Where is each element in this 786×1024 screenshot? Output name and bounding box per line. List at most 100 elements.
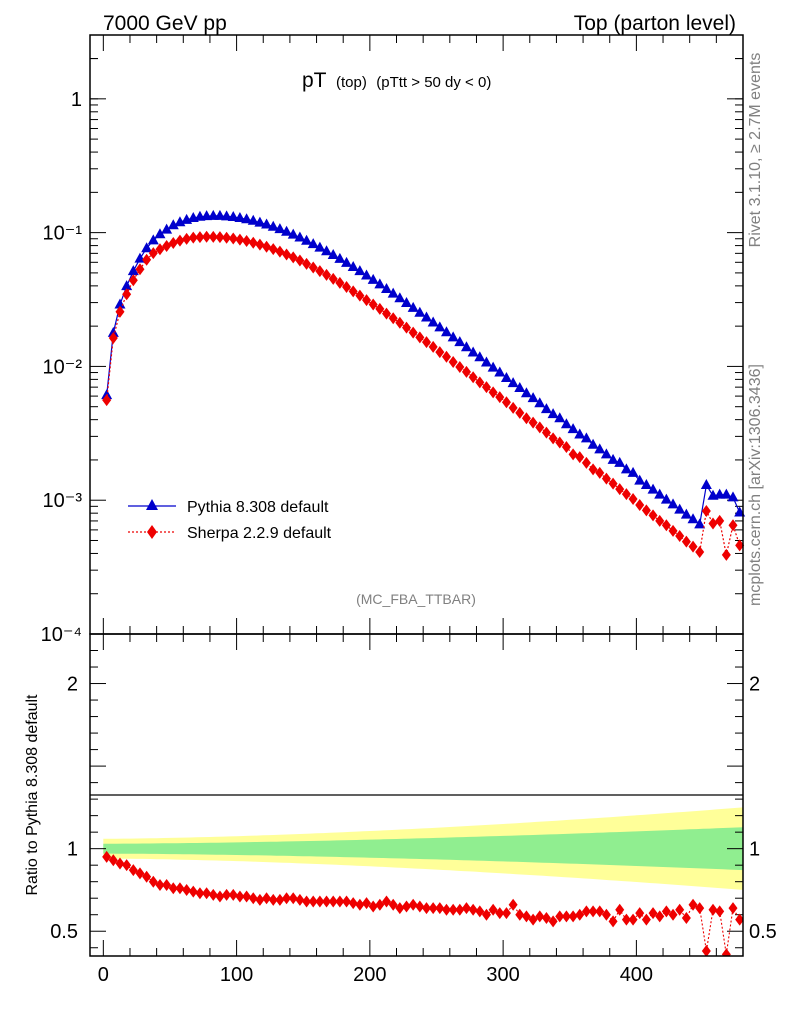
sherpa-point [668,524,678,537]
pythia-point [301,234,313,245]
pythia-point [494,366,506,377]
ratio-sherpa-point [621,913,631,926]
ratio-sherpa-point [568,910,578,923]
ratio-sherpa-point [188,885,198,898]
main-y-tick-label: 10⁻⁴ [41,624,82,646]
ratio-sherpa-point [268,893,278,906]
sherpa-point [322,268,332,281]
ratio-sherpa-point [215,890,225,903]
title-main: pT [302,69,327,92]
ratio-sherpa-point [575,908,585,921]
ratio-sherpa-point [328,895,338,908]
plot-title: pT (top) (pTtt > 50 dy < 0) [302,69,491,92]
pythia-point [427,316,439,327]
sherpa-point [108,332,118,345]
sherpa-point [275,245,285,258]
pythia-point [647,483,659,494]
pythia-point [480,356,492,367]
sherpa-point [348,285,358,298]
ratio-sherpa-point [735,913,743,926]
ratio-sherpa-point [535,910,545,923]
pythia-point [420,311,432,322]
sherpa-point [228,232,238,245]
sherpa-point [495,391,505,404]
main-y-tick-label: 10⁻³ [43,490,83,512]
ratio-sherpa-point [615,903,625,916]
pythia-point [407,301,419,312]
ratio-sherpa-point [595,905,605,918]
ratio-sherpa-point [362,897,372,910]
legend-pythia-label: Pythia 8.308 default [187,499,329,516]
pythia-point [574,428,586,439]
x-tick-label: 0 [98,964,109,986]
ratio-sherpa-point [448,903,458,916]
sherpa-point [481,381,491,394]
ratio-sherpa-point [455,903,465,916]
pythia-point [534,397,546,408]
rivet-version-label: Rivet 3.1.10, ≥ 2.7M events [747,53,764,248]
sherpa-point [608,477,618,490]
ratio-sherpa-point [335,895,345,908]
ratio-points [102,850,743,956]
ratio-sherpa-point [108,854,118,867]
sherpa-point [362,294,372,307]
pythia-point [401,296,413,307]
sherpa-point [402,321,412,334]
ratio-sherpa-point [661,905,671,918]
ratio-sherpa-point [668,908,678,921]
pythia-point [227,211,239,222]
sherpa-point [621,488,631,501]
ratio-sherpa-point [435,902,445,915]
ratio-sherpa-point [628,913,638,926]
sherpa-point [455,361,465,374]
ratio-y-tick-label-right: 2 [749,674,760,696]
x-tick-label: 200 [353,964,386,986]
legend-pythia-marker [146,499,158,510]
mcplots-reference-label: mcplots.cern.ch [arXiv:1306.3436] [747,364,764,606]
ratio-sherpa-point [488,903,498,916]
sherpa-point [222,231,232,244]
sherpa-point [155,243,165,256]
sherpa-point [435,346,445,359]
sherpa-point [501,396,511,409]
sherpa-point [595,466,605,479]
ratio-sherpa-point [421,902,431,915]
sherpa-point [715,514,725,527]
ratio-sherpa-point [728,902,738,915]
ratio-sherpa-point [555,910,565,923]
ratio-sherpa-point [342,895,352,908]
ratio-y-tick-label-right: 0.5 [749,921,777,943]
sherpa-point [661,519,671,532]
ratio-sherpa-point [402,900,412,913]
pythia-point [500,371,512,382]
legend-sherpa-marker [147,525,157,539]
ratio-panel: 0.5 0.5 1 1 2 2 0 100 200 300 400 [50,633,777,986]
series-line-pythia [106,215,741,526]
ratio-sherpa-point [195,887,205,900]
pythia-point [514,381,526,392]
sherpa-point [515,406,525,419]
ratio-sherpa-point [155,878,165,891]
pythia-point [241,213,253,224]
pythia-point [281,225,293,236]
ratio-sherpa-point [308,895,318,908]
sherpa-point [575,451,585,464]
pythia-point [554,412,566,423]
pythia-point [607,453,619,464]
sherpa-point [675,530,685,543]
sherpa-point [268,243,278,256]
sherpa-point [615,483,625,496]
pythia-point [334,252,346,263]
sherpa-point [188,231,198,244]
pythia-point [674,503,686,514]
sherpa-point [335,276,345,289]
sherpa-point [601,472,611,485]
ratio-y-tick-label: 2 [67,674,78,696]
sherpa-point [382,307,392,320]
sherpa-point [208,230,218,243]
sherpa-point [128,274,138,287]
pythia-point [234,212,246,223]
x-tick-label: 100 [220,964,253,986]
ratio-sherpa-point [428,902,438,915]
ratio-sherpa-point [501,907,511,920]
